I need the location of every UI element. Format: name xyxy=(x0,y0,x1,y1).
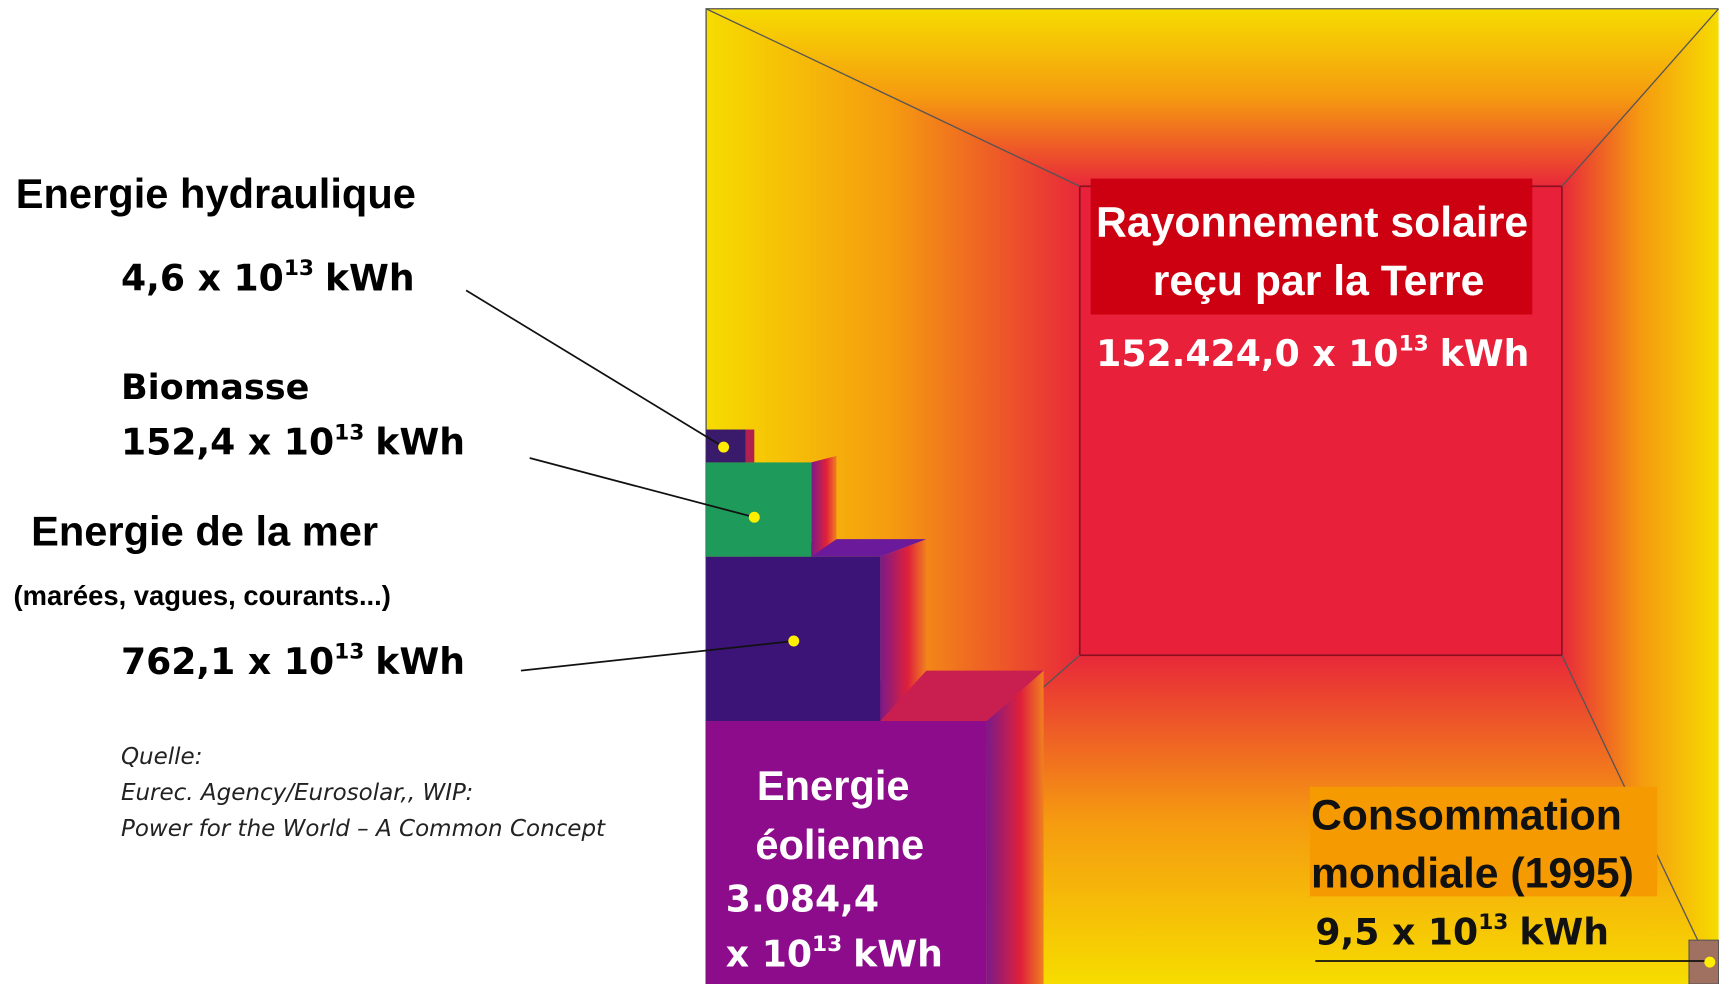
amount-base: 762,1 x 10 xyxy=(121,640,334,683)
note: Eurec. Agency/Eurosolar,, WIP: xyxy=(121,780,473,806)
label: Biomasse xyxy=(121,367,309,408)
amount-base: 4,6 x 10 xyxy=(121,256,284,299)
unit: kWh xyxy=(853,932,943,975)
unit: kWh xyxy=(375,640,465,683)
label: Energie de la mer xyxy=(31,508,378,555)
cube-right xyxy=(1561,8,1719,984)
box-side xyxy=(745,429,755,463)
label: reçu par la Terre xyxy=(1153,257,1485,305)
dot xyxy=(1704,956,1716,968)
leader-line xyxy=(465,289,725,448)
label: Consommation xyxy=(1311,791,1622,839)
label: Energie xyxy=(757,762,910,809)
cube-top xyxy=(706,8,1719,187)
unit: kWh xyxy=(325,256,415,299)
exponent: 13 xyxy=(1478,910,1508,935)
box-side xyxy=(811,455,837,557)
detail: (marées, vagues, courants...) xyxy=(14,580,391,611)
leader-line xyxy=(529,457,755,519)
solar-label-box xyxy=(1090,178,1533,315)
box-side xyxy=(880,539,927,722)
unit: kWh xyxy=(1519,911,1609,954)
amount-number: 3.084,4 xyxy=(726,878,879,921)
amount-base: 152,4 x 10 xyxy=(121,421,334,464)
wind-box xyxy=(706,721,987,984)
label: Rayonnement solaire xyxy=(1096,199,1528,247)
amount: 9,5 x 1013 kWh xyxy=(1315,910,1609,953)
amount: x 1013 kWh xyxy=(726,932,943,975)
amount-base: 9,5 x 10 xyxy=(1315,911,1478,954)
exponent: 13 xyxy=(334,420,364,445)
label: mondiale (1995) xyxy=(1311,850,1634,898)
amount: 4,6 x 1013 kWh xyxy=(121,256,415,299)
label: éolienne xyxy=(755,821,924,868)
consumption-label-box xyxy=(1309,786,1658,897)
amount: 152,4 x 1013 kWh xyxy=(121,420,465,463)
leader-lines xyxy=(465,289,1708,962)
note: Quelle: xyxy=(121,744,203,770)
dot xyxy=(788,635,800,647)
unit: kWh xyxy=(375,421,465,464)
exponent: 13 xyxy=(284,256,314,281)
note: Power for the World – A Common Concept xyxy=(121,816,606,842)
unit: kWh xyxy=(1440,332,1530,375)
label: Energie hydraulique xyxy=(16,170,416,217)
dots xyxy=(718,441,1716,968)
amount: 152.424,0 x 1013 kWh xyxy=(1096,332,1529,375)
exponent: 13 xyxy=(812,932,842,957)
dot xyxy=(748,511,760,523)
amount-base: 152.424,0 x 10 xyxy=(1096,332,1398,375)
dot xyxy=(718,441,730,453)
exponent: 13 xyxy=(334,640,364,665)
amount-base: x 10 xyxy=(726,932,812,975)
leader-line xyxy=(520,640,794,672)
box-side xyxy=(986,670,1044,984)
amount: 762,1 x 1013 kWh xyxy=(121,640,465,683)
exponent: 13 xyxy=(1399,332,1429,357)
